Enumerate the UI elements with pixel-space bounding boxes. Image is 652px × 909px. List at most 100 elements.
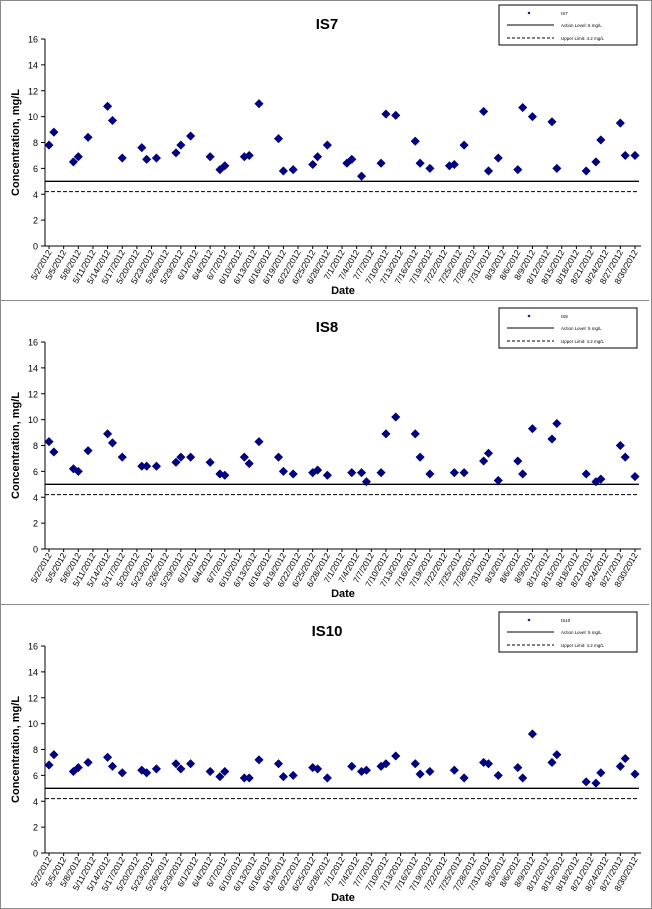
data-point (361, 477, 372, 487)
data-point (615, 761, 626, 771)
data-point (107, 438, 118, 448)
data-point (102, 101, 113, 111)
data-point (347, 468, 357, 478)
data-point (449, 468, 459, 478)
y-tick-label: 4 (33, 797, 38, 807)
data-point (220, 470, 230, 480)
y-tick-label: 12 (28, 389, 38, 399)
data-point (459, 140, 469, 150)
y-tick-label: 0 (33, 849, 38, 859)
data-point (591, 157, 601, 167)
y-tick-label: 14 (28, 667, 38, 677)
data-point (273, 759, 284, 769)
data-point (513, 762, 523, 773)
x-axis-label: Date (331, 588, 355, 600)
data-point (44, 140, 54, 150)
data-point (581, 166, 591, 176)
data-point (185, 131, 196, 141)
chart-panel-is10: IS10 Concentration, mg/L 0 2 4 6 8 10 12 14 16 5/2/… (1, 608, 649, 906)
data-point (171, 148, 181, 158)
data-point (483, 166, 494, 176)
data-point (425, 469, 435, 479)
panel-divider (1, 300, 649, 301)
data-point (117, 452, 127, 462)
y-tick-label: 12 (28, 693, 38, 703)
y-tick-label: 10 (28, 112, 38, 122)
data-point (312, 152, 323, 162)
data-point (185, 759, 196, 769)
data-point (322, 470, 333, 480)
data-point (322, 140, 333, 150)
data-point (513, 456, 523, 466)
y-tick-label: 8 (33, 745, 38, 755)
data-point (215, 772, 225, 782)
data-point (552, 418, 562, 429)
legend-label: Action Level: 5 mg/L (561, 23, 602, 28)
data-point (518, 469, 528, 479)
data-point (278, 466, 289, 477)
legend: IS8 Action Level: 5 mg/L Upper Limit: 4.2 … (498, 307, 638, 349)
data-point (630, 769, 640, 779)
data-point (478, 456, 489, 466)
data-point (273, 452, 284, 462)
data-point (142, 461, 152, 471)
data-point (361, 765, 372, 775)
data-point (151, 461, 162, 471)
data-point (171, 457, 181, 467)
y-tick-label: 14 (28, 363, 38, 373)
data-point (620, 452, 630, 462)
y-tick-label: 2 (33, 216, 38, 226)
y-tick-label: 12 (28, 86, 38, 96)
data-point (410, 759, 420, 769)
data-point (215, 469, 225, 479)
data-point (185, 452, 196, 462)
y-tick-label: 16 (28, 338, 38, 348)
y-tick-label: 6 (33, 467, 38, 477)
data-point (552, 163, 562, 174)
data-point (273, 133, 284, 144)
data-point (205, 766, 215, 777)
data-point (620, 150, 630, 161)
y-tick-label: 16 (28, 35, 38, 45)
data-point (205, 152, 215, 162)
data-point (171, 759, 181, 769)
data-point (244, 150, 254, 161)
data-point (44, 760, 54, 770)
legend-label: Action Level: 5 mg/L (561, 326, 602, 331)
data-point (493, 153, 503, 163)
data-point (581, 469, 591, 479)
data-point (288, 469, 298, 479)
data-point (137, 143, 147, 153)
data-point (630, 150, 640, 161)
data-point (381, 429, 391, 439)
data-point (518, 102, 528, 113)
data-point (376, 158, 386, 168)
data-point (278, 772, 289, 782)
data-point (356, 171, 367, 181)
data-point (102, 429, 113, 439)
data-point (527, 424, 538, 434)
data-point (244, 773, 254, 783)
data-point (49, 127, 59, 137)
data-point (376, 468, 386, 478)
data-point (527, 729, 538, 739)
legend-label: Upper Limit: 4.2 mg/L (561, 339, 605, 344)
data-point (151, 764, 162, 774)
y-tick-label: 8 (33, 138, 38, 148)
data-point (322, 773, 333, 783)
data-point (288, 770, 298, 781)
data-point (44, 436, 54, 447)
data-point (142, 768, 152, 778)
data-point (49, 447, 59, 457)
data-point (615, 440, 626, 451)
data-point (518, 773, 528, 783)
y-tick-label: 0 (33, 545, 38, 555)
y-axis-label: Concentration, mg/L (10, 392, 22, 499)
y-tick-label: 0 (33, 242, 38, 252)
y-tick-label: 6 (33, 164, 38, 174)
data-point (425, 766, 435, 777)
y-tick-label: 2 (33, 823, 38, 833)
chart-panel-is7: IS7 Concentration, mg/L 0 2 4 6 8 10 12 14 16 5/2/2… (1, 1, 649, 297)
